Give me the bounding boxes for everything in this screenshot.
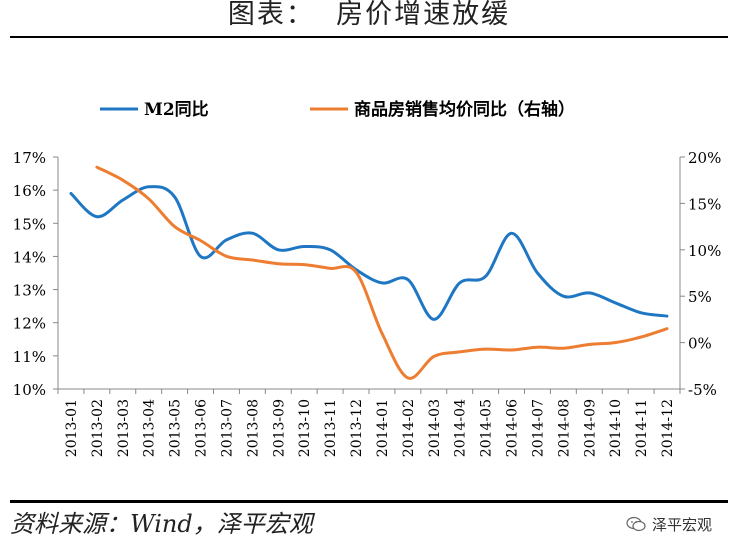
x-tick-label: 2013-04 [142, 399, 158, 457]
left-tick-label: 10% [13, 381, 46, 399]
right-tick-label: 15% [688, 195, 721, 213]
line-chart: M2同比 商品房销售均价同比（右轴） 17%16%15%14%13%12%11%1… [13, 99, 722, 457]
source-note: 资料来源：Wind，泽平宏观 [10, 510, 313, 538]
x-tick-label: 2013-11 [323, 399, 339, 457]
x-tick-label: 2014-08 [556, 399, 572, 457]
x-tick-label: 2014-05 [479, 399, 495, 457]
x-tick-label: 2013-07 [219, 399, 235, 457]
left-tick-label: 11% [13, 348, 46, 366]
x-tick-label: 2013-10 [297, 399, 313, 457]
left-tick-label: 13% [13, 282, 46, 300]
x-tick-label: 2014-06 [505, 399, 521, 457]
x-tick-label: 2014-01 [375, 399, 391, 457]
right-tick-label: 5% [688, 288, 712, 306]
x-tick-label: 2013-08 [245, 399, 261, 457]
brand-watermark: 泽平宏观 [626, 512, 712, 536]
x-tick-label: 2014-12 [660, 399, 676, 457]
x-tick-label: 2013-03 [116, 399, 132, 457]
footer-rule [10, 500, 728, 503]
x-tick-label: 2014-09 [582, 399, 598, 457]
x-tick-label: 2013-02 [90, 399, 106, 457]
left-tick-label: 17% [13, 149, 46, 167]
right-tick-label: 20% [688, 149, 721, 167]
series-line-house-price [95, 165, 669, 380]
right-tick-label: -5% [688, 381, 717, 399]
x-tick-label: 2013-09 [271, 399, 287, 457]
legend-item-house-price: 商品房销售均价同比（右轴） [310, 99, 575, 120]
left-tick-label: 16% [13, 182, 46, 200]
chart-axes: 17% 16% 15% 14% 13% 12% 11% 10% 20% 15% 10% 5% 0% -5%… [13, 149, 722, 457]
right-tick-label: 10% [688, 242, 721, 260]
x-tick-label: 2014-11 [634, 399, 650, 457]
legend-label: 商品房销售均价同比（右轴） [354, 99, 575, 120]
x-tick-label: 2014-02 [401, 399, 417, 457]
chart-lines [69, 165, 669, 380]
brand-label: 泽平宏观 [651, 515, 712, 534]
left-tick-label: 15% [13, 215, 46, 233]
right-tick-label: 0% [688, 335, 712, 353]
x-tick-label: 2013-06 [194, 399, 210, 457]
x-tick-label: 2013-12 [349, 399, 365, 457]
title-rule [10, 36, 728, 38]
x-tick-label: 2014-03 [427, 399, 443, 457]
x-tick-label: 2013-01 [64, 399, 80, 457]
x-tick-label: 2013-05 [168, 399, 184, 457]
page-title: 图表： 房价增速放缓 [227, 0, 511, 30]
legend: M2同比 商品房销售均价同比（右轴） [100, 99, 575, 120]
x-tick-label: 2014-07 [530, 399, 546, 457]
x-tick-label: 2014-04 [453, 399, 469, 457]
left-tick-label: 14% [13, 248, 46, 266]
legend-item-m2: M2同比 [100, 99, 209, 120]
legend-label: M2同比 [144, 99, 209, 120]
left-tick-label: 12% [13, 315, 46, 333]
x-tick-label: 2014-10 [608, 399, 624, 457]
series-line-m2 [69, 185, 669, 321]
wechat-icon [626, 516, 646, 532]
